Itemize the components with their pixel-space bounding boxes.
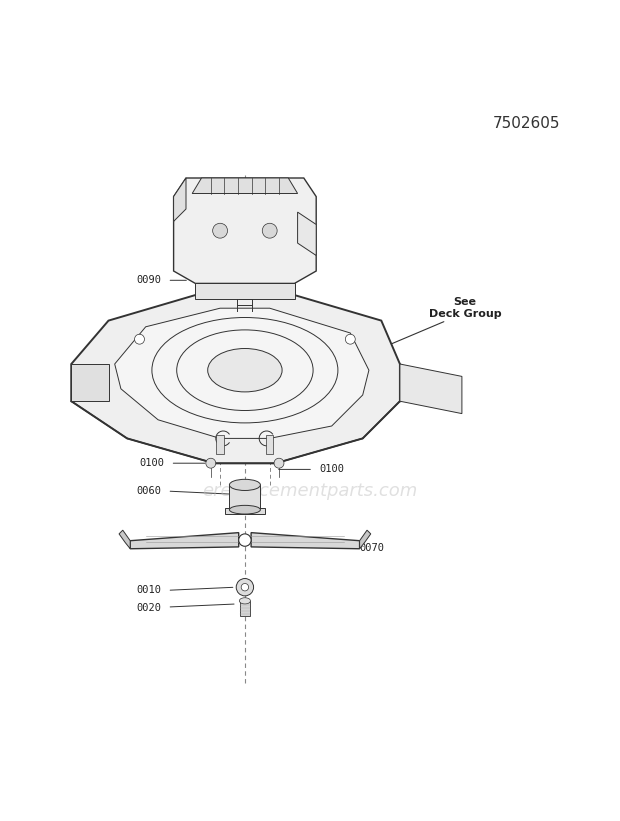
Polygon shape (130, 533, 239, 548)
Polygon shape (400, 364, 462, 414)
Text: 0080: 0080 (329, 433, 353, 443)
Bar (229, 485, 260, 510)
Bar (240, 601, 250, 617)
Text: 0010: 0010 (136, 585, 161, 595)
Polygon shape (115, 308, 369, 438)
Ellipse shape (229, 506, 260, 514)
Text: 0100: 0100 (140, 458, 164, 468)
Text: See
Deck Group: See Deck Group (428, 297, 502, 319)
Text: 0020: 0020 (136, 603, 161, 612)
Text: 0070: 0070 (360, 544, 384, 553)
Text: 0060: 0060 (136, 486, 161, 496)
Text: 0090: 0090 (136, 275, 161, 286)
Polygon shape (119, 530, 130, 548)
Text: 0100: 0100 (319, 465, 344, 475)
Circle shape (206, 458, 216, 468)
Circle shape (262, 223, 277, 238)
Polygon shape (71, 290, 400, 463)
Circle shape (274, 458, 284, 468)
Polygon shape (298, 212, 316, 255)
Circle shape (241, 584, 249, 591)
Polygon shape (360, 530, 371, 548)
Bar (225, 508, 265, 514)
Bar (266, 435, 273, 454)
Circle shape (239, 534, 251, 546)
Circle shape (213, 223, 228, 238)
Polygon shape (251, 533, 360, 548)
Text: ereplacementparts.com: ereplacementparts.com (202, 482, 418, 500)
Ellipse shape (229, 479, 260, 490)
Polygon shape (174, 178, 186, 222)
Ellipse shape (239, 598, 250, 604)
Polygon shape (71, 364, 108, 401)
Circle shape (345, 334, 355, 344)
Ellipse shape (208, 348, 282, 392)
Text: 7502605: 7502605 (494, 116, 560, 131)
Polygon shape (174, 178, 316, 283)
Circle shape (135, 334, 144, 344)
Polygon shape (192, 178, 298, 194)
Polygon shape (195, 283, 294, 299)
Bar (216, 435, 224, 454)
Circle shape (236, 579, 254, 596)
